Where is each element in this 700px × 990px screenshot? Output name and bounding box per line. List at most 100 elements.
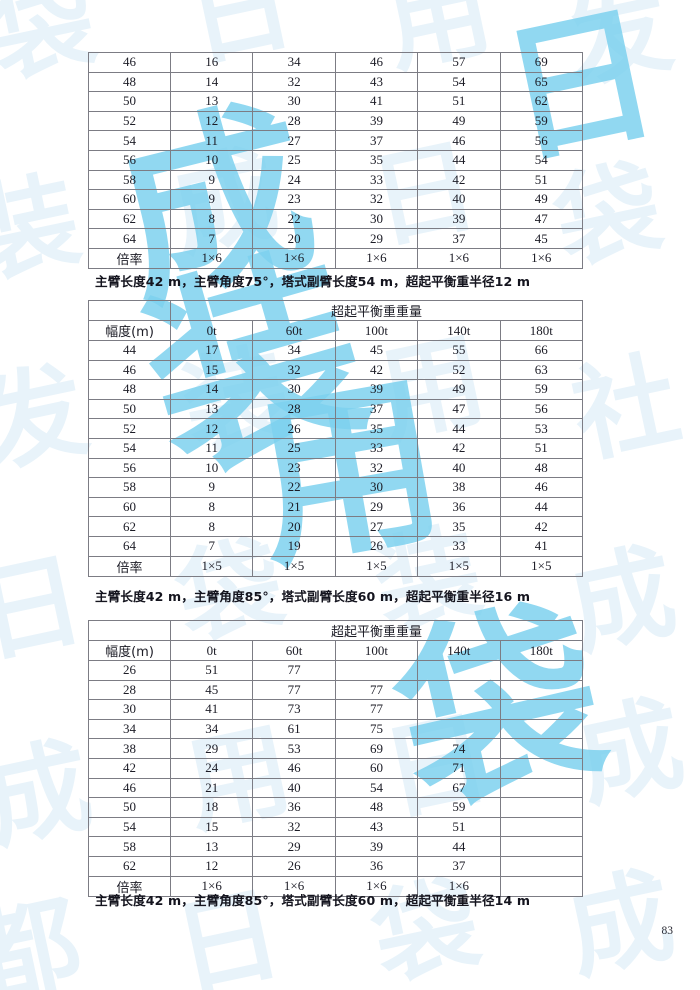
header-width: 幅度(m)	[88, 320, 171, 341]
cell-0t: 12	[169, 110, 254, 132]
rate-0t: 1×5	[169, 555, 254, 577]
cell-140t: 40	[417, 457, 501, 479]
cell-width: 50	[88, 91, 171, 112]
cell-60t: 24	[252, 169, 336, 191]
cell-60t: 23	[252, 457, 336, 479]
cell-60t: 20	[252, 228, 336, 249]
table-row: 56 10 25 35 44 54	[88, 149, 583, 171]
cell-140t: 51	[417, 816, 501, 838]
cell-width: 48	[88, 71, 171, 93]
cell-100t: 36	[334, 855, 419, 877]
cell-width: 46	[88, 52, 171, 73]
cell-180t: 45	[499, 228, 583, 249]
header-corner-blank	[88, 300, 171, 321]
header-60t: 60t	[252, 640, 336, 661]
cell-100t: 69	[334, 738, 419, 759]
table-row: 56 10 23 32 40 48	[88, 457, 584, 479]
table-row: 64 7 19 26 33 41	[88, 535, 584, 557]
cell-60t: 32	[252, 359, 336, 381]
cell-60t: 32	[252, 71, 336, 93]
cell-60t: 22	[252, 208, 336, 230]
cell-180t: 41	[499, 535, 584, 557]
watermark-char: 装	[0, 156, 90, 299]
cell-0t: 45	[169, 679, 254, 701]
cell-140t: 38	[417, 477, 501, 498]
cell-180t: 59	[499, 110, 583, 132]
cell-width: 56	[88, 149, 171, 171]
cell-140t	[417, 679, 501, 701]
load-table-2: 超起平衡重重量 幅度(m) 0t 60t 100t 140t 180t 44 1…	[88, 300, 584, 577]
table-row: 64 7 20 29 37 45	[88, 228, 583, 249]
cell-60t: 77	[252, 679, 336, 701]
cell-60t: 21	[252, 496, 336, 518]
table-2-body: 44 17 34 45 55 66 46 15 32 42 52 63 48	[88, 340, 584, 577]
cell-width: 54	[88, 816, 171, 838]
table-header-span-row: 超起平衡重重量	[88, 300, 584, 321]
table-row: 54 15 32 43 51	[88, 816, 584, 838]
cell-0t: 8	[169, 208, 254, 230]
cell-140t: 51	[417, 91, 501, 112]
cell-100t: 35	[334, 418, 419, 439]
table-row: 42 24 46 60 71	[88, 757, 584, 779]
cell-100t: 32	[334, 457, 419, 479]
cell-100t: 60	[334, 757, 419, 779]
table-3-body: 26 51 77 28 45 77 77 30 41	[88, 660, 584, 897]
cell-60t: 27	[252, 130, 336, 151]
cell-180t: 49	[499, 189, 583, 210]
table-row: 50 13 28 37 47 56	[88, 398, 584, 420]
cell-60t: 34	[252, 340, 336, 361]
cell-width: 54	[88, 437, 171, 459]
table-row: 48 14 30 39 49 59	[88, 379, 584, 400]
cell-180t: 53	[499, 418, 584, 439]
cell-140t: 35	[417, 516, 501, 537]
header-0t: 0t	[169, 640, 254, 661]
cell-60t: 28	[252, 110, 336, 132]
cell-180t: 56	[499, 398, 584, 420]
cell-60t: 22	[252, 477, 336, 498]
cell-60t: 46	[252, 757, 336, 779]
cell-180t	[499, 836, 584, 857]
cell-width: 62	[88, 208, 171, 230]
cell-60t: 30	[252, 379, 336, 400]
table-row: 52 12 26 35 44 53	[88, 418, 584, 439]
cell-100t: 29	[334, 228, 419, 249]
table-row: 58 13 29 39 44	[88, 836, 584, 857]
table-row: 62 8 20 27 35 42	[88, 516, 584, 537]
header-100t: 100t	[334, 640, 419, 661]
table-row: 60 9 23 32 40 49	[88, 189, 583, 210]
cell-140t	[417, 718, 501, 740]
cell-100t: 43	[334, 71, 419, 93]
cell-100t: 35	[334, 149, 419, 171]
cell-width: 26	[88, 660, 171, 681]
cell-width: 60	[88, 189, 171, 210]
header-0t: 0t	[169, 320, 254, 341]
cell-0t: 29	[169, 738, 254, 759]
cell-width: 60	[88, 496, 171, 518]
cell-width: 54	[88, 130, 171, 151]
cell-140t: 52	[417, 359, 501, 381]
rate-140t: 1×6	[417, 875, 501, 897]
cell-0t: 34	[169, 718, 254, 740]
cell-0t: 17	[169, 340, 254, 361]
table-row: 26 51 77	[88, 660, 584, 681]
cell-0t: 41	[169, 699, 254, 720]
cell-180t	[499, 738, 584, 759]
cell-60t: 32	[252, 816, 336, 838]
cell-width: 30	[88, 699, 171, 720]
cell-width: 58	[88, 169, 171, 191]
cell-0t: 12	[169, 855, 254, 877]
rate-label: 倍率	[88, 555, 171, 577]
cell-180t	[499, 816, 584, 838]
cell-60t: 73	[252, 699, 336, 720]
cell-0t: 24	[169, 757, 254, 779]
cell-width: 58	[88, 477, 171, 498]
cell-0t: 8	[169, 496, 254, 518]
rate-100t: 1×6	[334, 247, 419, 269]
cell-0t: 15	[169, 816, 254, 838]
load-table-3: 超起平衡重重量 幅度(m) 0t 60t 100t 140t 180t 26 5…	[88, 620, 584, 897]
cell-0t: 8	[169, 516, 254, 537]
rate-180t	[499, 875, 584, 897]
cell-140t: 36	[417, 496, 501, 518]
cell-60t: 34	[252, 52, 336, 73]
cell-100t: 41	[334, 91, 419, 112]
